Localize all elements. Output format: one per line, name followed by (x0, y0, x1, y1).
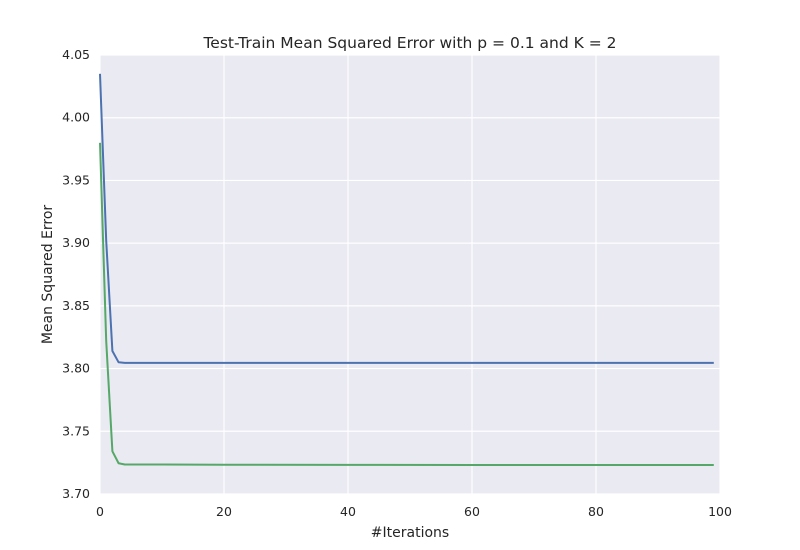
tick-labels: 0 20 40 60 80 100 3.70 3.75 3.80 3.85 3.90 3.95 4.00… (62, 47, 732, 519)
chart-title: Test-Train Mean Squared Error with p = 0… (202, 34, 616, 52)
y-tick-label: 3.85 (62, 298, 90, 313)
x-tick-label: 40 (340, 504, 356, 519)
x-tick-label: 80 (588, 504, 604, 519)
y-tick-label: 3.70 (62, 486, 90, 501)
y-tick-label: 3.95 (62, 172, 90, 187)
x-tick-label: 0 (96, 504, 104, 519)
x-tick-label: 100 (708, 504, 732, 519)
y-tick-label: 4.05 (62, 47, 90, 62)
grid (99, 54, 721, 495)
x-tick-label: 20 (216, 504, 232, 519)
plot-area (100, 55, 720, 494)
y-tick-label: 3.80 (62, 361, 90, 376)
y-axis-label: Mean Squared Error (40, 205, 56, 345)
x-tick-label: 60 (464, 504, 480, 519)
series-line-2 (99, 142, 714, 467)
y-tick-label: 3.75 (62, 423, 90, 438)
x-axis-label: #Iterations (371, 525, 449, 541)
y-tick-label: 3.90 (62, 235, 90, 250)
y-tick-label: 4.00 (62, 110, 90, 125)
series-line-1 (99, 73, 714, 364)
series-lines (99, 73, 714, 467)
